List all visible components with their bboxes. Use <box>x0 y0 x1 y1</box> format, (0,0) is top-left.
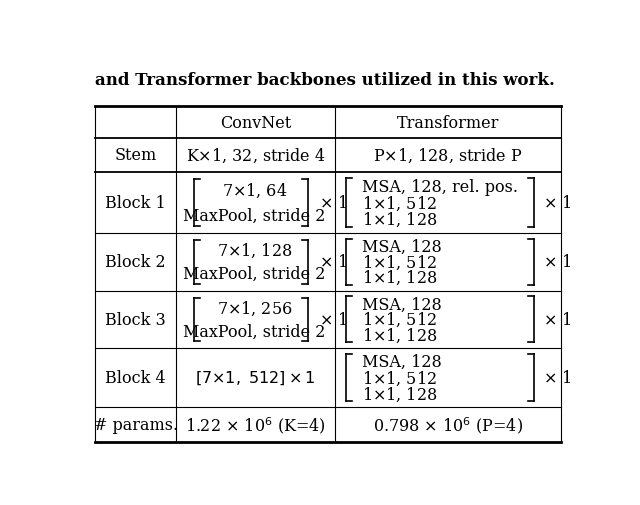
Text: 1$\times$1, 128: 1$\times$1, 128 <box>362 211 438 229</box>
Text: Block 3: Block 3 <box>106 311 166 328</box>
Text: Transformer: Transformer <box>397 115 499 131</box>
Text: $\times$ 1: $\times$ 1 <box>543 369 572 386</box>
Text: MSA, 128: MSA, 128 <box>362 354 442 371</box>
Text: $\times$ 1: $\times$ 1 <box>543 311 572 328</box>
Text: ConvNet: ConvNet <box>220 115 291 131</box>
Text: Block 1: Block 1 <box>106 195 166 212</box>
Text: 1$\times$1, 128: 1$\times$1, 128 <box>362 326 438 344</box>
Text: 1$\times$1, 512: 1$\times$1, 512 <box>362 311 437 329</box>
Text: 7$\times$1, 64: 7$\times$1, 64 <box>221 181 287 200</box>
Text: MSA, 128: MSA, 128 <box>362 239 442 256</box>
Text: $\times$ 1: $\times$ 1 <box>543 254 572 271</box>
Text: Block 4: Block 4 <box>106 369 166 386</box>
Text: MSA, 128, rel. pos.: MSA, 128, rel. pos. <box>362 178 518 195</box>
Text: MaxPool, stride 2: MaxPool, stride 2 <box>183 266 326 283</box>
Text: 1.22 $\times$ 10$^6$ (K=4): 1.22 $\times$ 10$^6$ (K=4) <box>186 414 326 435</box>
Text: Stem: Stem <box>115 147 157 164</box>
Text: 7$\times$1, 128: 7$\times$1, 128 <box>217 241 292 260</box>
Text: 1$\times$1, 512: 1$\times$1, 512 <box>362 194 437 213</box>
Text: MSA, 128: MSA, 128 <box>362 296 442 313</box>
Text: K$\times$1, 32, stride 4: K$\times$1, 32, stride 4 <box>186 146 326 165</box>
Text: # params.: # params. <box>93 416 178 433</box>
Text: $\times$ 1: $\times$ 1 <box>319 195 347 212</box>
Text: $\times$ 1: $\times$ 1 <box>319 311 347 328</box>
Text: and Transformer backbones utilized in this work.: and Transformer backbones utilized in th… <box>95 72 555 89</box>
Text: $\times$ 1: $\times$ 1 <box>543 195 572 212</box>
Text: 0.798 $\times$ 10$^6$ (P=4): 0.798 $\times$ 10$^6$ (P=4) <box>373 414 523 435</box>
Text: 1$\times$1, 128: 1$\times$1, 128 <box>362 269 438 287</box>
Text: MaxPool, stride 2: MaxPool, stride 2 <box>183 208 326 225</box>
Text: 1$\times$1, 512: 1$\times$1, 512 <box>362 369 437 387</box>
Text: MaxPool, stride 2: MaxPool, stride 2 <box>183 323 326 340</box>
Text: 1$\times$1, 512: 1$\times$1, 512 <box>362 254 437 272</box>
Text: P$\times$1, 128, stride P: P$\times$1, 128, stride P <box>373 146 523 165</box>
Text: 7$\times$1, 256: 7$\times$1, 256 <box>217 299 292 317</box>
Text: $\times$ 1: $\times$ 1 <box>319 254 347 271</box>
Text: $[7{\times}1,\ 512] \times 1$: $[7{\times}1,\ 512] \times 1$ <box>195 369 316 386</box>
Text: Block 2: Block 2 <box>106 254 166 271</box>
Text: 1$\times$1, 128: 1$\times$1, 128 <box>362 384 438 403</box>
